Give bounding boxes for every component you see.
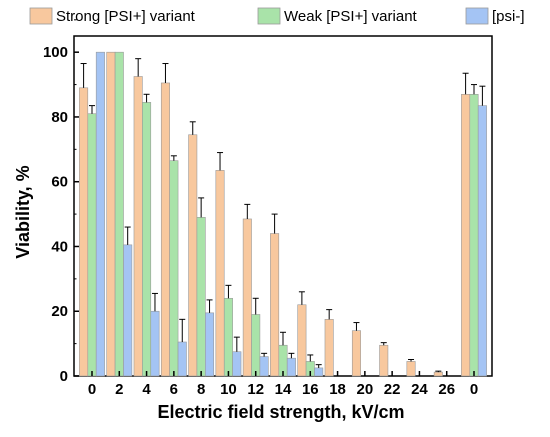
legend-item: [psi-] xyxy=(465,7,525,25)
x-tick-label: 8 xyxy=(197,381,205,398)
bar xyxy=(196,217,206,377)
legend-label: Strong [PSI+] variant xyxy=(56,8,196,25)
y-tick-label: 20 xyxy=(51,303,68,320)
bar xyxy=(461,93,471,377)
y-tick-label: 60 xyxy=(51,174,68,191)
x-tick-label: 0 xyxy=(88,381,96,398)
bar xyxy=(270,233,280,377)
chart-legend: Strong [PSI+] variant Weak [PSI+] variant… xyxy=(29,7,525,25)
bar xyxy=(123,244,133,377)
bar xyxy=(205,312,215,377)
bar xyxy=(351,330,361,377)
bar xyxy=(286,357,296,377)
y-tick-label: 0 xyxy=(60,368,68,385)
bar xyxy=(433,371,443,377)
x-tick-label: 14 xyxy=(275,381,292,398)
y-tick-label: 80 xyxy=(51,109,68,126)
plot-area xyxy=(73,35,493,377)
bar xyxy=(160,82,170,377)
bar xyxy=(133,76,143,377)
legend-swatch xyxy=(465,7,489,25)
x-tick-label: 0 xyxy=(470,381,478,398)
bar xyxy=(114,51,124,377)
bar xyxy=(406,361,416,377)
bar xyxy=(297,304,307,377)
x-tick-label: 6 xyxy=(170,381,178,398)
legend-item: Strong [PSI+] variant xyxy=(29,7,196,25)
bar xyxy=(79,87,89,377)
bar xyxy=(223,297,233,377)
bar xyxy=(215,170,225,377)
legend-label: [psi-] xyxy=(492,8,525,25)
x-tick-label: 2 xyxy=(115,381,123,398)
bar xyxy=(251,314,261,377)
bar xyxy=(177,341,187,377)
bar xyxy=(324,319,334,377)
y-tick-label: 40 xyxy=(51,238,68,255)
x-tick-label: 22 xyxy=(384,381,401,398)
bar xyxy=(150,310,160,377)
bar xyxy=(188,134,198,377)
bar xyxy=(142,102,152,377)
legend-item: Weak [PSI+] variant xyxy=(257,7,418,25)
legend-swatch xyxy=(29,7,53,25)
y-tick-label: 100 xyxy=(43,44,68,61)
x-axis-title: Electric field strength, kV/cm xyxy=(157,402,404,422)
y-axis-title: Viability, % xyxy=(13,165,33,258)
bar xyxy=(169,160,179,377)
bar xyxy=(379,344,389,377)
bar xyxy=(232,351,242,377)
x-tick-label: 24 xyxy=(411,381,428,398)
x-tick-label: 18 xyxy=(329,381,346,398)
x-tick-label: 16 xyxy=(302,381,319,398)
x-tick-label: 12 xyxy=(247,381,264,398)
bar xyxy=(87,113,97,377)
legend-swatch xyxy=(257,7,281,25)
x-tick-label: 20 xyxy=(357,381,374,398)
bar xyxy=(259,356,269,377)
bar xyxy=(106,51,116,377)
legend-label: Weak [PSI+] variant xyxy=(284,8,418,25)
bar xyxy=(477,105,487,377)
x-tick-label: 10 xyxy=(220,381,237,398)
x-tick-label: 4 xyxy=(142,381,151,398)
bar xyxy=(469,93,479,377)
x-tick-label: 26 xyxy=(438,381,455,398)
bar xyxy=(314,367,324,377)
bar xyxy=(242,218,252,377)
bar xyxy=(95,51,105,377)
